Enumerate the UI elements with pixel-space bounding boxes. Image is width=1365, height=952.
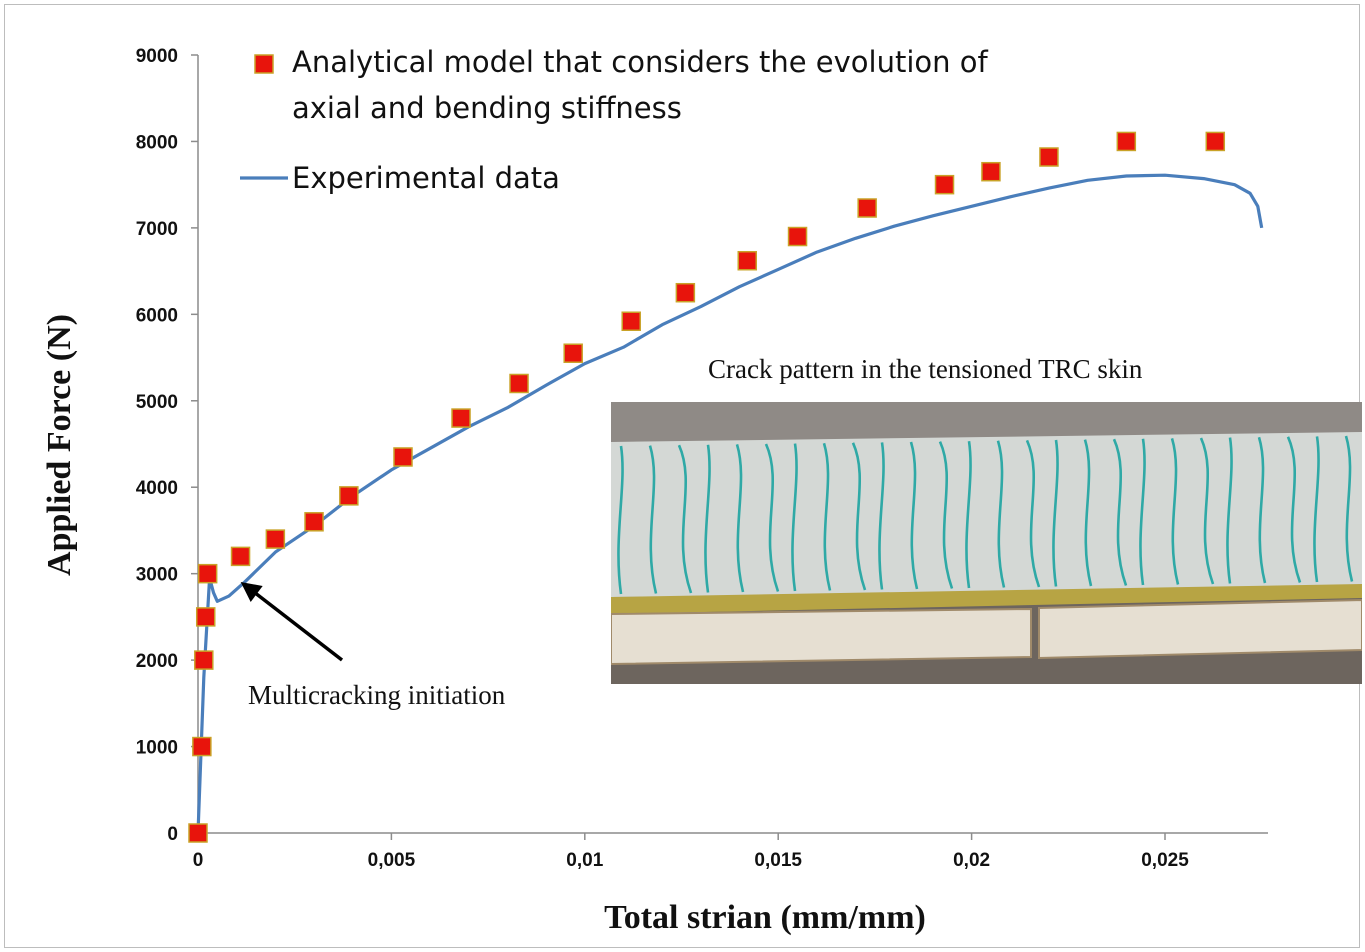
analytical-marker bbox=[934, 174, 955, 195]
analytical-marker bbox=[1039, 147, 1059, 167]
crack-line bbox=[938, 441, 954, 589]
support-board-left bbox=[611, 607, 1032, 666]
crack-line bbox=[704, 444, 711, 593]
analytical-marker bbox=[737, 250, 758, 271]
analytical-marker bbox=[339, 486, 359, 506]
analytical-marker bbox=[451, 408, 471, 428]
crack-line bbox=[1170, 438, 1180, 585]
x-tick-label: 0,025 bbox=[1141, 850, 1189, 871]
analytical-marker bbox=[563, 343, 583, 363]
analytical-marker bbox=[194, 650, 214, 670]
inset-photo bbox=[611, 402, 1362, 684]
experimental-line bbox=[196, 173, 1264, 834]
analytical-marker bbox=[195, 607, 216, 627]
analytical-marker bbox=[621, 311, 641, 331]
analytical-marker bbox=[230, 546, 251, 567]
crack-line bbox=[791, 443, 798, 592]
y-tick-label: 7000 bbox=[136, 219, 178, 240]
slab-surface bbox=[611, 432, 1362, 597]
crack-line bbox=[1139, 438, 1146, 586]
analytical-marker bbox=[675, 282, 696, 303]
crack-line bbox=[617, 445, 624, 595]
analytical-marker bbox=[1116, 131, 1137, 152]
crack-line bbox=[822, 442, 832, 591]
photo-content bbox=[611, 402, 1362, 684]
annotations: Multicracking initiation Crack pattern in… bbox=[240, 354, 1143, 710]
crack-line bbox=[1313, 436, 1320, 583]
legend-label-analytical: Analytical model that considers the evol… bbox=[292, 45, 988, 79]
analytical-marker bbox=[1205, 131, 1226, 152]
crack-line bbox=[965, 441, 972, 589]
y-tick-label: 9000 bbox=[136, 46, 178, 67]
analytical-marker bbox=[787, 226, 808, 247]
slab-edge bbox=[611, 584, 1362, 614]
crack-line bbox=[1112, 438, 1128, 586]
crack-line bbox=[851, 442, 867, 591]
x-tick-label: 0 bbox=[193, 850, 204, 871]
y-tick-labels: 0 1000 2000 3000 4000 5000 6000 7000 8000 9000 bbox=[136, 46, 198, 845]
y-tick-label: 4000 bbox=[136, 478, 178, 499]
crack-line bbox=[764, 443, 780, 592]
legend-label-analytical: axial and bending stiffness bbox=[292, 91, 682, 125]
crack-line bbox=[1344, 435, 1354, 582]
analytical-marker bbox=[188, 823, 208, 843]
crack-line bbox=[648, 445, 658, 594]
experimental-series bbox=[196, 173, 1264, 834]
y-tick-label: 5000 bbox=[136, 392, 178, 413]
crack-line bbox=[735, 444, 745, 593]
crack-line bbox=[878, 442, 885, 590]
annotation-multicracking: Multicracking initiation bbox=[248, 680, 506, 710]
crack-line bbox=[1025, 439, 1041, 588]
analytical-marker bbox=[857, 198, 877, 218]
crack-line bbox=[677, 444, 693, 594]
x-tick-label: 0,01 bbox=[566, 850, 603, 871]
x-tick-label: 0,005 bbox=[368, 850, 416, 871]
analytical-marker bbox=[981, 161, 1001, 182]
annotation-arrowhead bbox=[240, 581, 263, 602]
crack-line bbox=[996, 440, 1006, 588]
x-tick-label: 0,015 bbox=[754, 850, 802, 871]
crack-line bbox=[1199, 437, 1215, 585]
y-tick-label: 6000 bbox=[136, 305, 178, 326]
analytical-marker bbox=[192, 736, 212, 757]
analytical-marker bbox=[265, 529, 286, 549]
y-axis-title: Applied Force (N) bbox=[41, 314, 78, 576]
annotation-crack-pattern: Crack pattern in the tensioned TRC skin bbox=[708, 354, 1143, 384]
y-tick-label: 1000 bbox=[136, 738, 178, 759]
analytical-marker bbox=[197, 563, 218, 584]
legend: Analytical model that considers the evol… bbox=[240, 45, 988, 195]
x-tick-label: 0,02 bbox=[953, 850, 990, 871]
analytical-series bbox=[188, 131, 1226, 843]
crack-line bbox=[1257, 436, 1267, 584]
axes bbox=[197, 55, 1268, 834]
legend-label-experimental: Experimental data bbox=[292, 161, 560, 195]
analytical-marker bbox=[509, 373, 529, 394]
crack-line bbox=[1083, 439, 1093, 587]
crack-line bbox=[909, 441, 919, 590]
annotation-arrow bbox=[247, 586, 344, 662]
crack-line bbox=[1226, 437, 1233, 584]
y-tick-label: 3000 bbox=[136, 565, 178, 586]
y-tick-label: 0 bbox=[167, 824, 178, 845]
legend-marker-analytical bbox=[254, 54, 274, 74]
analytical-marker bbox=[393, 447, 413, 467]
x-axis-title: Total strian (mm/mm) bbox=[604, 899, 926, 936]
support-board-right bbox=[1038, 598, 1362, 660]
y-tick-label: 8000 bbox=[136, 132, 178, 153]
y-tick-label: 2000 bbox=[136, 651, 178, 672]
x-tick-labels: 0 0,005 0,01 0,015 0,02 0,025 bbox=[193, 833, 1189, 871]
analytical-marker bbox=[304, 512, 324, 532]
crack-line bbox=[1286, 436, 1302, 583]
crack-line bbox=[1052, 439, 1059, 587]
